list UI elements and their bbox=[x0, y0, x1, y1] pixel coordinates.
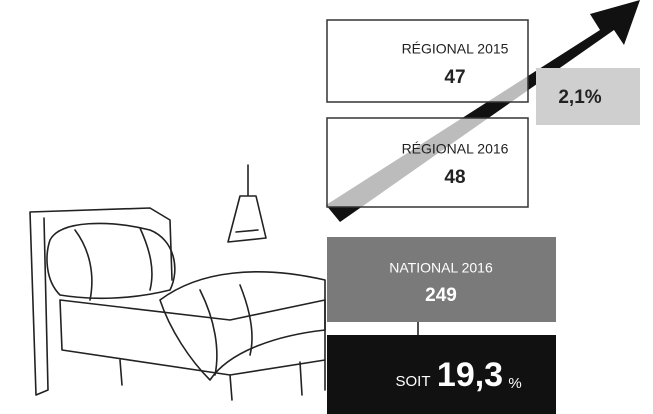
share-unit: % bbox=[508, 375, 521, 392]
box-label: NATIONAL 2016 bbox=[389, 260, 493, 276]
box-value: 48 bbox=[444, 167, 465, 188]
share-value: 19,3 bbox=[437, 356, 503, 394]
regional-2015-box bbox=[327, 20, 528, 102]
box-label: RÉGIONAL 2016 bbox=[402, 141, 509, 157]
page: {"regional_2015": {"label": "RÉGIONAL 20… bbox=[0, 0, 653, 414]
box-value: 249 bbox=[425, 285, 457, 306]
regional-2016-box bbox=[327, 118, 528, 207]
growth-value: 2,1% bbox=[558, 87, 601, 108]
box-value: 47 bbox=[444, 67, 465, 88]
box-label: RÉGIONAL 2015 bbox=[402, 41, 509, 57]
infographic: RÉGIONAL 2015 47 RÉGIONAL 2016 48 2,1% N… bbox=[0, 0, 653, 414]
share-prefix: SOIT bbox=[395, 373, 430, 390]
national-2016-box bbox=[327, 237, 556, 322]
